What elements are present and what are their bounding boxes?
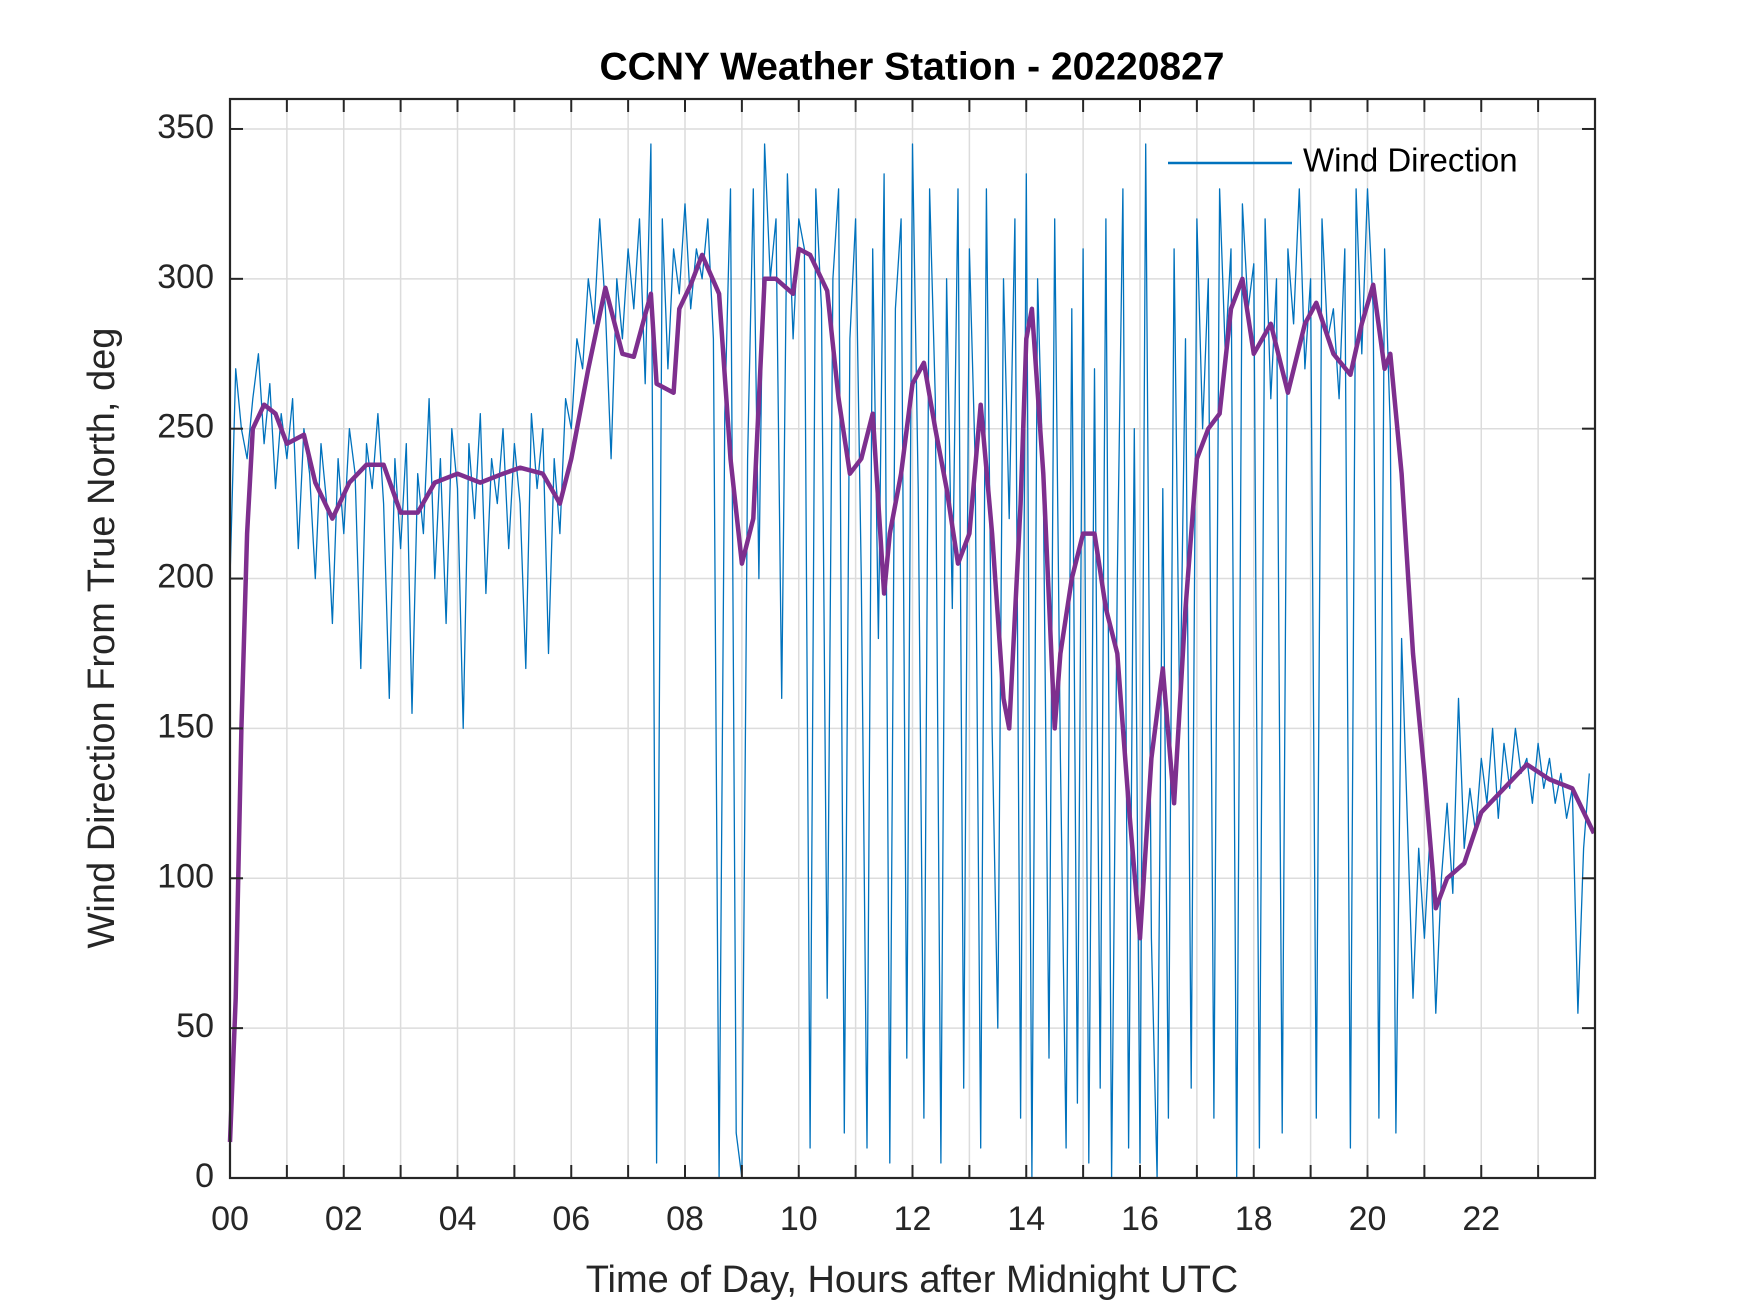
x-tick-label: 14 — [1007, 1200, 1045, 1238]
x-tick-label: 06 — [552, 1200, 590, 1238]
y-tick-label: 150 — [157, 707, 214, 745]
axes-frame — [228, 97, 1597, 1180]
y-tick-label: 250 — [157, 408, 214, 446]
y-axis-label: Wind Direction From True North, deg — [81, 328, 123, 949]
x-axis-label: Time of Day, Hours after Midnight UTC — [586, 1259, 1239, 1301]
x-tick-label: 20 — [1349, 1200, 1387, 1238]
x-tick-label: 12 — [894, 1200, 932, 1238]
plot-area — [227, 143, 1596, 1179]
legend-label: Wind Direction — [1303, 142, 1518, 179]
x-tick-label: 18 — [1235, 1200, 1273, 1238]
x-tick-label: 22 — [1462, 1200, 1500, 1238]
x-tick-label: 10 — [780, 1200, 818, 1238]
x-tick-label: 00 — [211, 1200, 249, 1238]
chart-title: CCNY Weather Station - 20220827 — [600, 45, 1225, 88]
x-tick-label: 02 — [325, 1200, 363, 1238]
axes: 0 50 100 150 200 250 300 350 00 02 04 06 08 10 12 14 16 1… — [157, 97, 1597, 1238]
series-line — [229, 143, 1590, 1179]
grid — [229, 99, 1595, 1179]
y-tick-label: 200 — [157, 558, 214, 596]
x-tick-label: 16 — [1121, 1200, 1159, 1238]
x-tick-label: 04 — [439, 1200, 477, 1238]
y-tick-label: 300 — [157, 258, 214, 296]
y-tick-label: 0 — [195, 1157, 214, 1195]
y-tick-label: 350 — [157, 108, 214, 146]
y-tick-label: 50 — [176, 1007, 214, 1045]
x-tick-label: 08 — [666, 1200, 704, 1238]
series-line — [227, 246, 1596, 1143]
y-tick-label: 100 — [157, 857, 214, 895]
